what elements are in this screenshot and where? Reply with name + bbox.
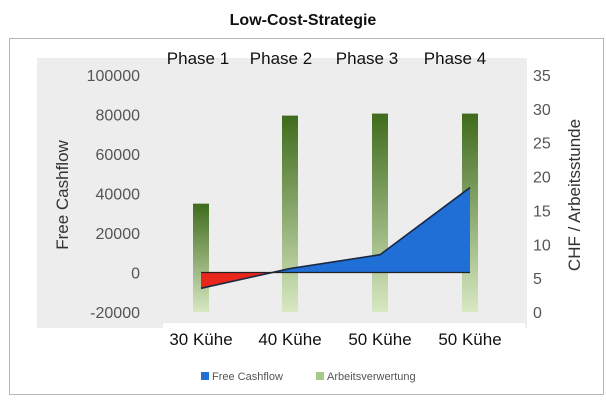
legend-label-cashflow: Free Cashflow — [212, 371, 283, 383]
y2-tick-label: 20 — [533, 170, 551, 187]
y-axis-title: Free Cashflow — [53, 139, 72, 249]
area-segment — [380, 187, 470, 273]
bar-arbeitsverwertung — [282, 115, 298, 312]
bar-arbeitsverwertung — [372, 113, 388, 313]
category-label: 40 Kühe — [258, 330, 321, 349]
bar-arbeitsverwertung — [193, 203, 209, 312]
y2-tick-label: 0 — [533, 305, 542, 322]
y-tick-label: 60000 — [96, 147, 141, 164]
phase-label: Phase 3 — [336, 49, 398, 68]
category-label: 50 Kühe — [438, 330, 501, 349]
y-tick-label: -20000 — [90, 305, 140, 322]
y-tick-label: 80000 — [96, 108, 141, 125]
phase-label: Phase 4 — [424, 49, 486, 68]
category-label-strip — [163, 323, 525, 353]
y-tick-label: 40000 — [96, 187, 141, 204]
cashflow-line — [200, 186, 471, 290]
y2-tick-label: 30 — [533, 102, 551, 119]
category-label: 50 Kühe — [348, 330, 411, 349]
chart-title: Low-Cost-Strategie — [229, 12, 377, 29]
phase-label: Phase 1 — [167, 49, 229, 68]
legend-swatch-cashflow — [201, 372, 209, 380]
phase-label: Phase 2 — [250, 49, 312, 68]
y2-tick-label: 35 — [533, 68, 551, 85]
y-tick-label: 0 — [131, 266, 140, 283]
y-tick-label: 20000 — [96, 226, 141, 243]
category-label: 30 Kühe — [169, 330, 232, 349]
y-tick-label: 100000 — [87, 68, 140, 85]
y2-tick-label: 25 — [533, 136, 551, 153]
area-segment — [290, 254, 380, 273]
y2-tick-label: 15 — [533, 203, 551, 220]
y2-tick-label: 10 — [533, 237, 551, 254]
y2-axis-title: CHF / Arbeitsstunde — [565, 119, 584, 271]
y2-tick-label: 5 — [533, 271, 542, 288]
legend-label-arbeitsverwertung: Arbeitsverwertung — [327, 371, 416, 383]
legend-swatch-arbeitsverwertung — [316, 372, 324, 380]
